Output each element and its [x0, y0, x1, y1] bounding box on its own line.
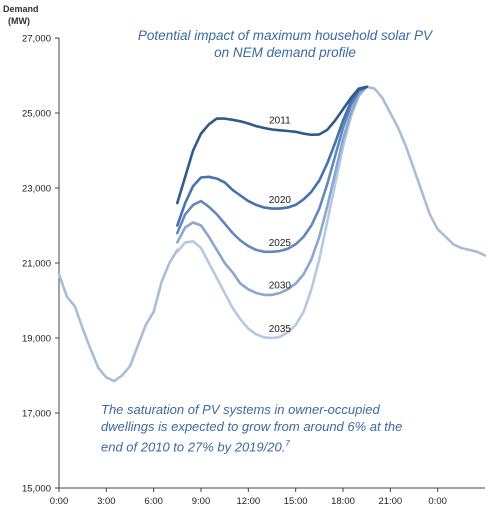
annotation-footnote-mark: 7 — [285, 439, 290, 448]
series-line-2035 — [176, 85, 368, 340]
x-tick-label: 18:00 — [331, 496, 355, 507]
series-line-2020 — [176, 85, 368, 227]
x-tick-label: 9:00 — [192, 496, 211, 507]
chart-title-line-2: on NEM demand profile — [214, 45, 356, 60]
chart-title: Potential impact of maximum household so… — [100, 27, 470, 61]
series-label-2020: 2020 — [269, 195, 292, 206]
y-tick-label: 15,000 — [22, 484, 51, 495]
series-line-2025 — [176, 85, 368, 254]
x-tick-label: 21:00 — [378, 496, 402, 507]
series-line-2011 — [176, 85, 368, 205]
evening-demand-line — [365, 85, 487, 257]
x-tick-label: 15:00 — [284, 496, 308, 507]
y-axis-label: Demand — [3, 4, 39, 14]
y-axis-unit: (MW) — [8, 16, 30, 26]
annotation-line-3: end of 2010 to 27% by 2019/20.7 — [101, 435, 431, 455]
chart-annotation: The saturation of PV systems in owner-oc… — [101, 401, 431, 455]
x-tick-label: 3:00 — [97, 496, 116, 507]
x-tick-label: 0:00 — [50, 496, 69, 507]
annotation-line-3-text: end of 2010 to 27% by 2019/20. — [101, 439, 286, 455]
y-tick-label: 21,000 — [22, 259, 51, 270]
overnight-demand-line — [57, 248, 179, 383]
series-label-2035: 2035 — [269, 324, 292, 335]
x-tick-label: 0:00 — [428, 496, 447, 507]
y-tick-label: 27,000 — [22, 34, 51, 45]
y-tick-label: 25,000 — [22, 109, 51, 120]
series-label-2011: 2011 — [269, 116, 291, 127]
annotation-line-1: The saturation of PV systems in owner-oc… — [101, 402, 380, 417]
series-label-2025: 2025 — [269, 238, 292, 249]
chart-title-line-1: Potential impact of maximum household so… — [137, 28, 433, 43]
x-tick-label: 6:00 — [144, 496, 163, 507]
series-line-2030 — [176, 85, 368, 297]
y-tick-label: 19,000 — [22, 334, 51, 345]
y-tick-label: 17,000 — [22, 409, 51, 420]
annotation-line-2: dwellings is expected to grow from aroun… — [101, 419, 403, 434]
y-tick-label: 23,000 — [22, 184, 51, 195]
series-label-2030: 2030 — [269, 281, 292, 292]
x-tick-label: 12:00 — [236, 496, 260, 507]
